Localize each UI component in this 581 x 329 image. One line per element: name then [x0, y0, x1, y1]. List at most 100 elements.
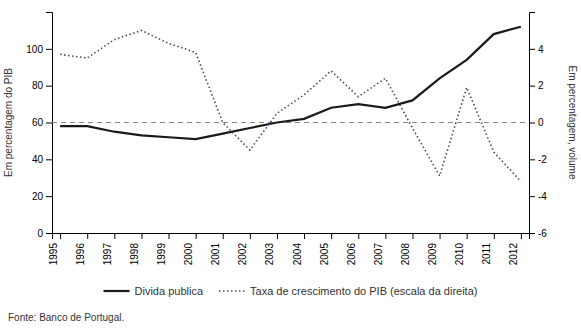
- tick: 80: [32, 80, 52, 91]
- tick: 0: [529, 117, 544, 128]
- tick: 2003: [264, 233, 277, 265]
- tick: 2001: [210, 233, 223, 265]
- tick: 2007: [373, 233, 386, 265]
- tick-label: 2001: [210, 243, 221, 266]
- tick: 2004: [292, 233, 305, 265]
- tick-mark: [331, 233, 332, 239]
- tick-mark: [169, 233, 170, 239]
- tick-label: 1999: [156, 243, 167, 266]
- tick: 1999: [156, 233, 169, 265]
- tick: 2008: [400, 233, 413, 265]
- legend-label: Divida publica: [135, 285, 204, 297]
- tick-mark: [46, 123, 52, 124]
- tick: 4: [529, 44, 544, 55]
- tick-mark: [529, 123, 535, 124]
- marks: [52, 27, 529, 182]
- tick: -6: [529, 228, 547, 239]
- tick: 2012: [508, 233, 521, 265]
- x-axis: 1995 1996 1997 1998 1999 2000 2001 2002 2003 2004…: [48, 233, 530, 265]
- tick: -4: [529, 191, 547, 202]
- tick-mark: [87, 233, 88, 239]
- y2-axis: -6 -4 -2 0 2 4: [529, 13, 547, 239]
- tick: 2002: [237, 233, 250, 265]
- tick: 20: [32, 191, 52, 202]
- tick-mark: [46, 159, 52, 160]
- y-axis-title: Em percentagem do PIB: [3, 68, 14, 177]
- tick: 60: [32, 117, 52, 128]
- tick-label: 2006: [346, 243, 357, 266]
- tick-mark: [250, 233, 251, 239]
- tick-label: 80: [32, 80, 44, 91]
- tick: 2006: [346, 233, 359, 265]
- tick-label: 2008: [400, 243, 411, 266]
- tick-mark: [60, 233, 61, 239]
- tick-label: 2004: [292, 243, 303, 266]
- tick-mark: [141, 233, 142, 239]
- tick: 100: [26, 44, 52, 55]
- tick-label: -2: [538, 154, 547, 165]
- tick-mark: [46, 196, 52, 197]
- tick-label: 4: [538, 44, 544, 55]
- tick: 2011: [481, 233, 494, 265]
- y2-axis-line: [530, 13, 536, 234]
- tick: 1996: [75, 233, 88, 265]
- tick-mark: [494, 233, 495, 239]
- series-line: [60, 27, 521, 139]
- chart: 1995199619971998199920002001200220032004…: [0, 0, 581, 329]
- tick: 2005: [319, 233, 332, 265]
- source-note: Fonte: Banco de Portugal.: [8, 312, 124, 323]
- reference-line: [52, 122, 529, 123]
- x-axis-line: [53, 234, 530, 240]
- y2-axis-title: Em percentagem, volume: [567, 66, 578, 180]
- tick-label: 1998: [129, 243, 140, 266]
- tick-label: 2: [538, 80, 544, 91]
- tick-label: -4: [538, 191, 547, 202]
- tick: 2000: [183, 233, 196, 265]
- tick-mark: [196, 233, 197, 239]
- tick-mark: [529, 159, 535, 160]
- tick: 2010: [454, 233, 467, 265]
- legend-swatch: [104, 290, 130, 292]
- tick: 0: [37, 228, 52, 239]
- tick: -2: [529, 154, 547, 165]
- tick-mark: [529, 86, 535, 87]
- tick-label: 1996: [75, 243, 86, 266]
- tick-mark: [521, 233, 522, 239]
- tick-label: 2012: [508, 243, 519, 266]
- tick-mark: [529, 196, 535, 197]
- tick-label: 2009: [427, 243, 438, 266]
- legend-item: Taxa de crescimento do PIB (escala da di…: [219, 285, 477, 297]
- tick-label: 2011: [481, 243, 492, 265]
- tick: 2: [529, 80, 544, 91]
- legend-swatch: [219, 290, 245, 292]
- tick-label: 2003: [264, 243, 275, 266]
- tick-mark: [114, 233, 115, 239]
- tick-label: 2007: [373, 243, 384, 266]
- legend-label: Taxa de crescimento do PIB (escala da di…: [250, 285, 477, 297]
- tick-mark: [46, 86, 52, 87]
- tick-mark: [46, 49, 52, 50]
- tick-label: 0: [37, 228, 43, 239]
- tick-label: 20: [32, 191, 44, 202]
- tick: 40: [32, 154, 52, 165]
- tick-mark: [467, 233, 468, 239]
- tick-mark: [46, 233, 52, 234]
- tick: 1995: [48, 233, 61, 265]
- tick-label: 1995: [48, 243, 59, 266]
- tick-mark: [358, 233, 359, 239]
- tick-mark: [529, 49, 535, 50]
- tick-label: 100: [26, 44, 43, 55]
- tick-mark: [277, 233, 278, 239]
- tick-mark: [304, 233, 305, 239]
- tick-label: 2000: [183, 243, 194, 266]
- tick-mark: [385, 233, 386, 239]
- tick-label: -6: [538, 228, 547, 239]
- tick-label: 2010: [454, 243, 465, 266]
- tick-mark: [223, 233, 224, 239]
- series-line: [60, 30, 521, 181]
- tick: 2009: [427, 233, 440, 265]
- legend-item: Divida publica: [104, 285, 204, 297]
- tick: 1997: [102, 233, 115, 265]
- plot-area: 1995199619971998199920002001200220032004…: [3, 13, 578, 266]
- tick-label: 2005: [319, 243, 330, 266]
